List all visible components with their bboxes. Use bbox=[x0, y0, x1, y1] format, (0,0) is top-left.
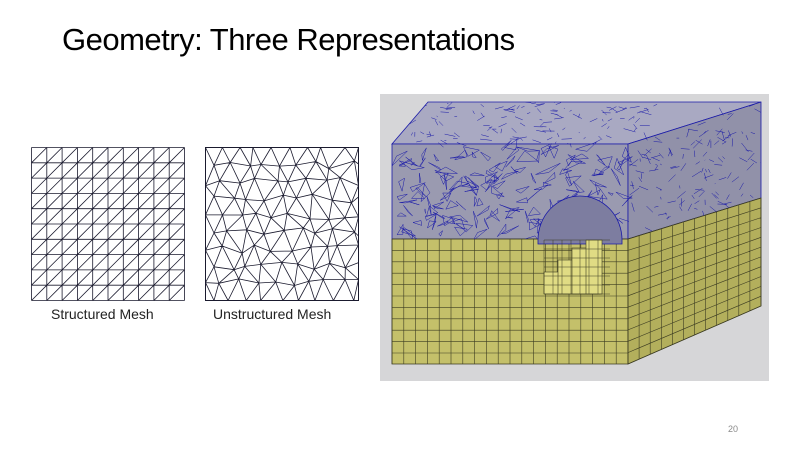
unstructured-mesh-figure bbox=[205, 147, 359, 301]
slide-title: Geometry: Three Representations bbox=[62, 22, 515, 57]
structured-grid bbox=[31, 147, 185, 301]
hybrid-mesh-image bbox=[391, 101, 762, 365]
hex-grid-lines bbox=[391, 197, 762, 365]
tet-mesh-lines bbox=[392, 102, 761, 239]
structured-mesh-image bbox=[31, 147, 185, 301]
structured-mesh-figure bbox=[31, 147, 185, 301]
unstructured-mesh-image bbox=[205, 147, 359, 301]
voxel-grid bbox=[543, 239, 610, 295]
structured-mesh-caption: Structured Mesh bbox=[51, 306, 154, 322]
unstructured-mesh-lines bbox=[205, 147, 359, 301]
unstructured-edges bbox=[205, 147, 359, 301]
structured-mesh-lines bbox=[31, 147, 185, 301]
slide-number: 20 bbox=[728, 424, 739, 434]
unstructured-border bbox=[205, 147, 359, 301]
unstructured-mesh-caption: Unstructured Mesh bbox=[213, 306, 332, 322]
cavity-dome bbox=[537, 195, 623, 245]
hybrid-mesh-render bbox=[380, 94, 769, 381]
